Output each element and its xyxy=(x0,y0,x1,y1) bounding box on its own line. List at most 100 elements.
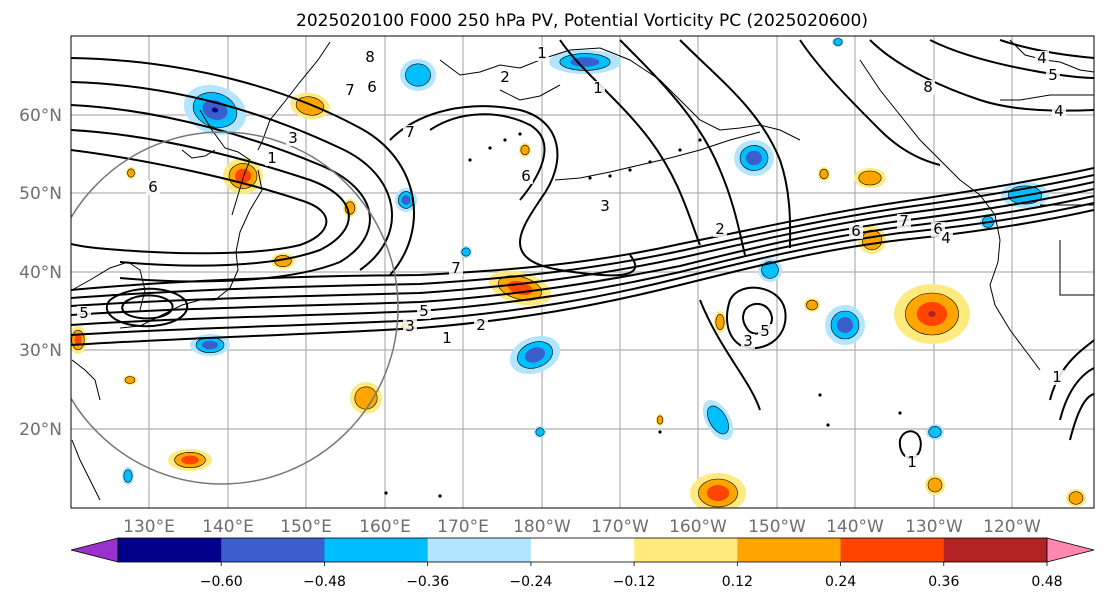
island xyxy=(608,174,612,178)
pv-anomaly xyxy=(126,167,136,179)
pv-contour xyxy=(71,57,415,276)
coastline xyxy=(599,47,721,131)
contour-label: 8 xyxy=(923,78,933,96)
coastline xyxy=(1000,94,1094,101)
contour-label-bg xyxy=(741,334,755,349)
colorbar-segment xyxy=(427,538,532,562)
pv-anomaly xyxy=(549,50,621,74)
contour-label-bg xyxy=(905,455,919,470)
coastline xyxy=(71,359,101,401)
longitude-label: 120°W xyxy=(983,517,1041,537)
pv-contour xyxy=(679,39,792,249)
pv-contour xyxy=(71,195,1094,326)
coastline xyxy=(439,47,601,76)
pv-anomaly xyxy=(122,467,134,485)
contour-label: 7 xyxy=(899,212,909,230)
contour-label: 3 xyxy=(743,332,753,350)
island xyxy=(818,393,822,397)
pv-contour xyxy=(71,149,328,255)
pv-contour xyxy=(71,81,394,271)
pv-contour xyxy=(71,174,1094,299)
colorbar-tick-label: 0.12 xyxy=(722,574,753,590)
colorbar-segments xyxy=(70,537,1095,563)
colorbar-segment xyxy=(221,538,325,562)
pv-contour xyxy=(71,209,1094,346)
pv-anomaly xyxy=(804,298,820,312)
contour-label: 2 xyxy=(476,316,486,334)
island xyxy=(438,494,442,498)
latitude-label: 60°N xyxy=(19,106,62,126)
colorbar-tick-label: 0.48 xyxy=(1031,574,1062,590)
pv-anomaly xyxy=(926,424,944,440)
colorbar-extend-low xyxy=(70,537,119,563)
pv-anomaly-fill xyxy=(71,37,1086,508)
contour-label: 6 xyxy=(851,222,861,240)
colorbar-segment xyxy=(634,538,738,562)
contour-label: 6 xyxy=(933,220,943,238)
contour-label-bg xyxy=(474,318,488,333)
contour-label-bg xyxy=(758,324,772,339)
colorbar-extend-high xyxy=(1046,537,1095,563)
longitude-label: 180°W xyxy=(513,517,571,537)
pv-contour xyxy=(1059,367,1094,421)
contour-label-bg xyxy=(498,70,512,85)
contour-label-bg xyxy=(1035,51,1049,66)
colorbar-segment xyxy=(118,538,222,562)
contour-label-bg xyxy=(343,83,357,98)
contour-label: 3 xyxy=(405,317,415,335)
colorbar-tick-labels: −0.60 −0.48 −0.36 −0.24 −0.12 0.12 0.24 0.36 0.4… xyxy=(200,562,1063,590)
coastline xyxy=(989,214,1041,371)
island xyxy=(678,148,682,152)
pv-contour xyxy=(71,129,350,267)
contour-label: 3 xyxy=(600,197,610,215)
island xyxy=(826,423,830,427)
pv-contour xyxy=(699,299,761,411)
latitude-labels: 60°N 50°N 40°N 30°N 20°N xyxy=(19,106,62,440)
coastline xyxy=(181,149,216,159)
contour-label: 6 xyxy=(148,178,158,196)
coastline xyxy=(499,84,561,101)
colorbar-segment xyxy=(530,538,635,562)
contour-label-bg xyxy=(598,199,612,214)
island xyxy=(503,138,507,142)
contour-label: 4 xyxy=(941,229,951,247)
contour-label-bg xyxy=(1052,104,1066,119)
contour-label-bg xyxy=(939,231,953,246)
contour-label: 4 xyxy=(1054,102,1064,120)
longitude-label: 150°E xyxy=(280,517,332,537)
pv-anomaly xyxy=(190,334,230,356)
pv-anomaly xyxy=(1066,489,1086,507)
pv-contour xyxy=(619,39,746,256)
longitude-label: 140°W xyxy=(826,517,884,537)
colorbar-tick-label: −0.60 xyxy=(200,574,243,590)
contour-label-bg xyxy=(77,306,91,321)
longitude-labels: 130°E 140°E 150°E 160°E 170°E 180°W 170°W 160°W… xyxy=(123,517,1041,537)
pv-anomaly xyxy=(690,473,746,508)
island xyxy=(518,132,522,136)
colorbar: −0.60 −0.48 −0.36 −0.24 −0.12 0.12 0.24 0.36 0.4… xyxy=(70,537,1095,590)
island xyxy=(384,491,388,495)
contour-label: 7 xyxy=(451,259,461,277)
longitude-label: 140°E xyxy=(202,517,254,537)
contour-label: 8 xyxy=(365,48,375,66)
island xyxy=(468,158,472,162)
pv-anomaly xyxy=(894,284,970,344)
pv-contour xyxy=(71,104,371,283)
island xyxy=(648,160,652,164)
contour-label-bg xyxy=(363,50,377,65)
pv-anomaly xyxy=(519,143,531,157)
pv-contour xyxy=(1069,393,1094,441)
colorbar-tick-label: 0.24 xyxy=(825,574,856,590)
pv-contour xyxy=(559,39,701,246)
latitude-label: 40°N xyxy=(19,263,62,283)
pv-contour xyxy=(726,286,787,350)
pv-anomaly xyxy=(656,414,664,426)
contour-label: 1 xyxy=(1052,368,1062,386)
contour-label-bg xyxy=(403,125,417,140)
colorbar-segment xyxy=(324,538,429,562)
longitude-label: 130°W xyxy=(905,517,963,537)
coastline xyxy=(214,169,263,301)
